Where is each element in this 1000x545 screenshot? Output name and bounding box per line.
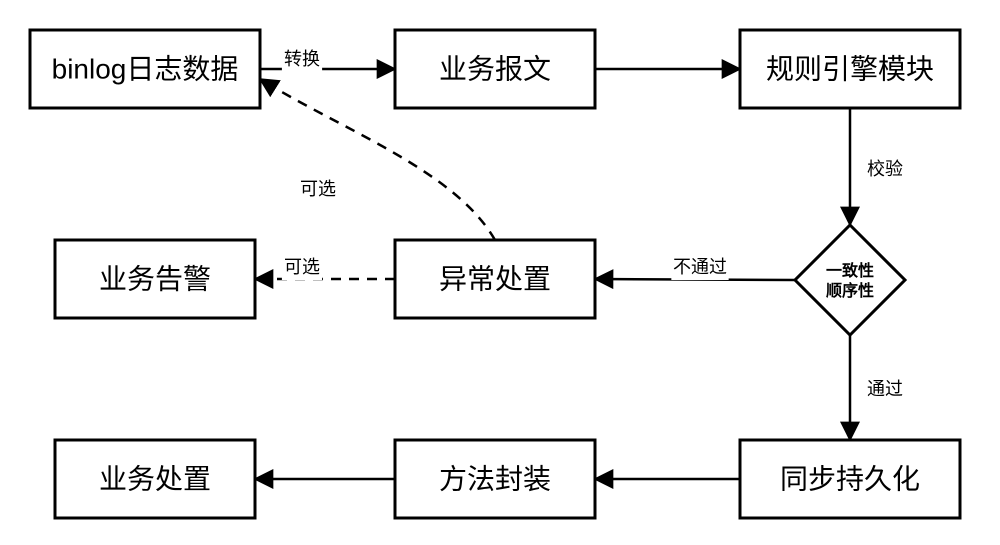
flowchart-canvas: binlog日志数据 业务报文 规则引擎模块业务告警 异常处置 一致性顺序性业务处置 方法… (0, 0, 1000, 545)
edge-label-n3-n6: 校验 (867, 159, 903, 179)
node-label-n6-2: 顺序性 (826, 281, 874, 300)
node-label-n3: 规则引擎模块 (766, 53, 934, 84)
node-label-n2: 业务报文 (439, 53, 551, 84)
edge-label-n5-n1: 可选 (300, 179, 336, 199)
nodes-layer: binlog日志数据 业务报文 规则引擎模块业务告警 异常处置 一致性顺序性业务处置 方法… (30, 30, 960, 518)
node-label-n8: 方法封装 (439, 463, 551, 494)
edge-label-n5-n4: 可选 (284, 257, 320, 277)
edge-label-n1-n2: 转换 (284, 49, 320, 69)
node-label-n1: binlog日志数据 (52, 53, 239, 84)
node-label-n7: 业务处置 (99, 463, 211, 494)
edge-label-n6-n5: 不通过 (673, 257, 727, 277)
edge-label-n6-n9: 通过 (867, 379, 903, 399)
node-label-n6-1: 一致性 (826, 261, 874, 280)
node-label-n9: 同步持久化 (780, 463, 920, 494)
node-label-n5: 异常处置 (439, 263, 551, 294)
node-label-n4: 业务告警 (99, 263, 211, 294)
